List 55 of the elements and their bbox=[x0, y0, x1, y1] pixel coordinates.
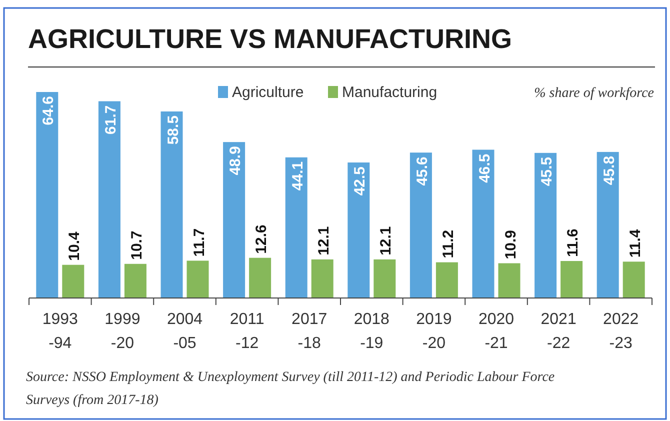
data-label: 45.5 bbox=[538, 156, 556, 186]
bar bbox=[124, 264, 146, 298]
x-tick-label: 2017 -18 bbox=[292, 311, 328, 352]
x-tick-label: 2022 -23 bbox=[603, 311, 639, 352]
data-label: 58.5 bbox=[164, 115, 182, 145]
data-label: 11.4 bbox=[626, 228, 644, 258]
bar bbox=[249, 258, 272, 298]
bar bbox=[596, 152, 619, 298]
bar bbox=[62, 264, 84, 298]
bar bbox=[622, 262, 645, 298]
x-tick-label: 2018 -19 bbox=[354, 311, 390, 352]
data-label: 11.7 bbox=[190, 228, 208, 257]
bar bbox=[472, 150, 494, 298]
bar bbox=[36, 92, 58, 298]
data-label: 12.1 bbox=[315, 226, 332, 256]
x-tick-label: 2011 -12 bbox=[230, 311, 264, 352]
data-label: 10.9 bbox=[502, 230, 520, 260]
data-label: 46.5 bbox=[476, 154, 494, 183]
data-label: 42.5 bbox=[352, 166, 369, 196]
source-note: Source: NSSO Employment & Unexployment Survey (till 2011-12) and Periodic Labour Force Surveys (from 2017-18) bbox=[26, 369, 556, 410]
data-label: 10.7 bbox=[128, 230, 146, 260]
chart-title: AGRICULTURE VS MANUFACTURING bbox=[28, 24, 512, 54]
data-label: 12.1 bbox=[378, 226, 395, 256]
bar bbox=[534, 152, 557, 298]
data-label: 44.1 bbox=[289, 161, 306, 191]
data-label: 64.6 bbox=[40, 96, 58, 126]
legend-label: Agriculture bbox=[232, 84, 304, 101]
bar bbox=[285, 157, 308, 298]
bar bbox=[160, 111, 183, 298]
bar bbox=[410, 152, 432, 298]
data-label: 45.6 bbox=[414, 156, 431, 186]
chart-subtitle: % share of workforce bbox=[534, 86, 654, 101]
bar bbox=[223, 142, 246, 298]
x-tick-label: 2021 -22 bbox=[540, 311, 576, 352]
data-label: 11.2 bbox=[440, 230, 457, 258]
bar bbox=[311, 259, 334, 298]
bar bbox=[98, 101, 120, 298]
data-label: 11.6 bbox=[564, 228, 582, 258]
x-tick-label: 2004 -05 bbox=[166, 311, 203, 352]
x-tick-label: 2020 -21 bbox=[478, 311, 514, 352]
legend-label: Manufacturing bbox=[342, 84, 438, 101]
bar bbox=[348, 162, 370, 298]
data-label: 48.9 bbox=[227, 146, 244, 176]
x-tick-label: 1993 -94 bbox=[42, 311, 78, 352]
bar bbox=[498, 263, 520, 298]
bar bbox=[436, 262, 458, 298]
bar bbox=[374, 259, 396, 298]
data-label: 61.7 bbox=[102, 105, 120, 134]
bar bbox=[186, 260, 209, 298]
data-label: 10.4 bbox=[66, 230, 84, 261]
data-label: 12.6 bbox=[253, 224, 270, 254]
x-tick-label: 2019 -20 bbox=[416, 311, 452, 352]
x-tick-label: 1999 -20 bbox=[104, 311, 140, 352]
data-label: 45.8 bbox=[600, 156, 618, 186]
bar bbox=[560, 261, 583, 298]
